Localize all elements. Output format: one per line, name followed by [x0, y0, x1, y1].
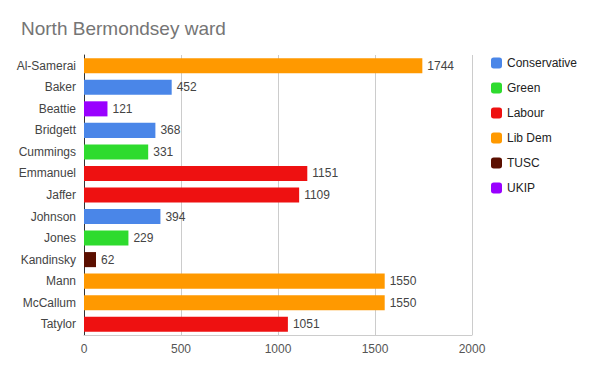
svg-text:452: 452 — [177, 80, 197, 94]
svg-text:62: 62 — [101, 253, 115, 267]
svg-text:Lib Dem: Lib Dem — [507, 131, 552, 145]
svg-text:Kandinsky: Kandinsky — [21, 253, 76, 267]
svg-text:Bridgett: Bridgett — [35, 123, 77, 137]
svg-text:Jones: Jones — [44, 231, 76, 245]
svg-text:Green: Green — [507, 81, 540, 95]
svg-text:UKIP: UKIP — [507, 181, 535, 195]
svg-text:121: 121 — [112, 102, 132, 116]
svg-text:Mann: Mann — [46, 274, 76, 288]
svg-text:1109: 1109 — [304, 188, 330, 202]
svg-text:1151: 1151 — [312, 166, 338, 180]
svg-text:368: 368 — [160, 123, 180, 137]
svg-text:1000: 1000 — [265, 342, 292, 356]
svg-text:0: 0 — [81, 342, 88, 356]
svg-text:McCallum: McCallum — [23, 296, 76, 310]
svg-text:1051: 1051 — [293, 317, 320, 331]
svg-text:1550: 1550 — [390, 296, 417, 310]
svg-text:North Bermondsey ward: North Bermondsey ward — [21, 18, 226, 39]
svg-text:Conservative: Conservative — [507, 56, 577, 70]
svg-text:Emmanuel: Emmanuel — [19, 166, 76, 180]
svg-text:TUSC: TUSC — [507, 156, 540, 170]
svg-text:229: 229 — [133, 231, 153, 245]
svg-text:331: 331 — [153, 145, 173, 159]
svg-text:Cummings: Cummings — [19, 145, 76, 159]
svg-text:Beattie: Beattie — [39, 102, 77, 116]
svg-text:Labour: Labour — [507, 106, 544, 120]
svg-text:1744: 1744 — [427, 59, 454, 73]
svg-text:Johnson: Johnson — [31, 210, 76, 224]
svg-text:1500: 1500 — [362, 342, 389, 356]
svg-text:Al-Samerai: Al-Samerai — [17, 59, 76, 73]
svg-text:2000: 2000 — [459, 342, 486, 356]
svg-text:Jaffer: Jaffer — [46, 188, 76, 202]
svg-text:394: 394 — [165, 210, 185, 224]
svg-text:Baker: Baker — [45, 80, 76, 94]
svg-text:1550: 1550 — [390, 274, 417, 288]
svg-text:Tatylor: Tatylor — [41, 317, 76, 331]
svg-text:500: 500 — [171, 342, 191, 356]
